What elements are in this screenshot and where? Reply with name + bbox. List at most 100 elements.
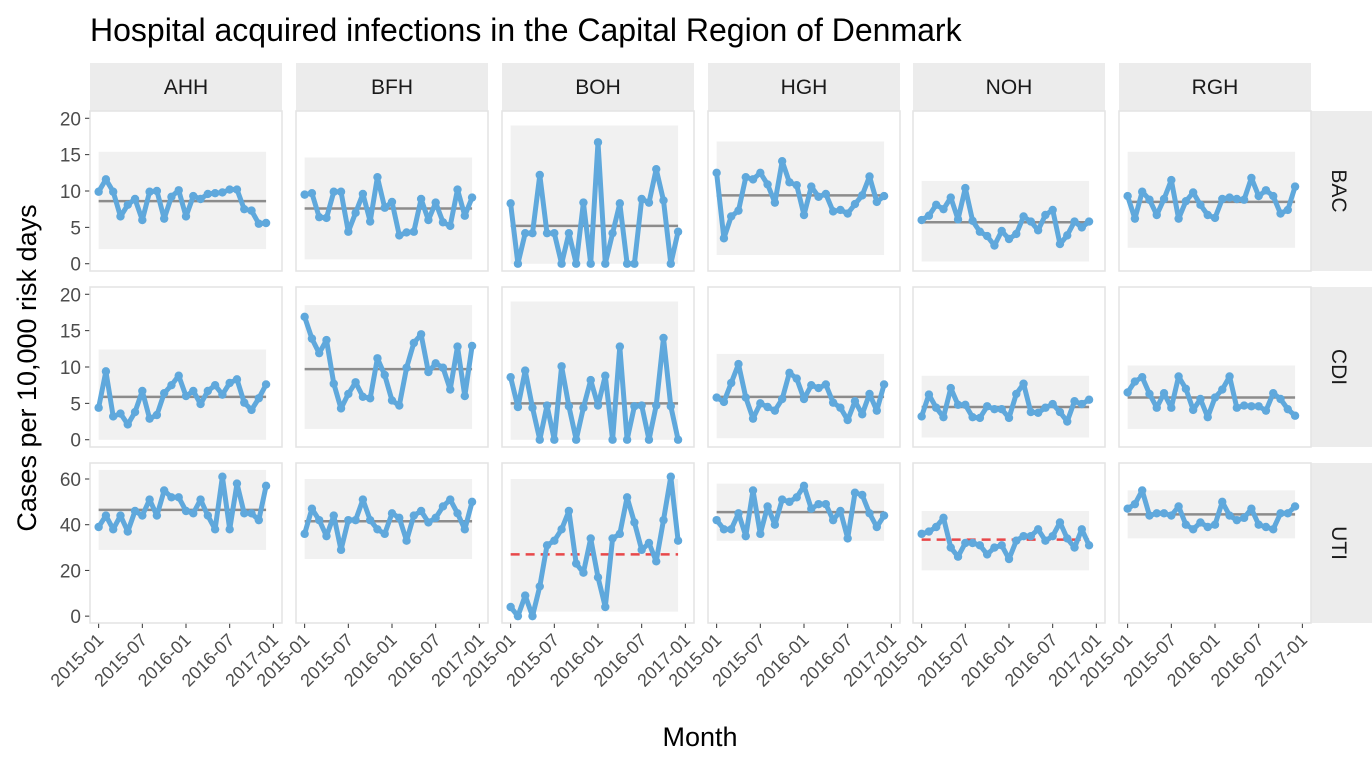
point-cdi-rgh-2016-11 <box>1283 404 1293 414</box>
point-bac-noh-2015-10 <box>982 231 992 241</box>
point-cdi-hgh-2016-09 <box>858 410 867 419</box>
y-tick-label-bac-20: 20 <box>60 109 81 130</box>
point-cdi-noh-2016-03 <box>1019 379 1028 388</box>
point-cdi-bfh-2015-02 <box>307 334 317 343</box>
point-bac-bfh-2016-01 <box>387 197 397 207</box>
point-cdi-noh-2015-11 <box>990 404 999 414</box>
point-cdi-hgh-2016-02 <box>807 380 816 390</box>
point-uti-boh-2016-01 <box>593 573 603 582</box>
point-bac-bfh-2015-04 <box>322 213 331 223</box>
point-cdi-boh-2015-02 <box>513 402 523 412</box>
point-bac-bfh-2016-03 <box>402 228 411 237</box>
point-uti-rgh-2015-03 <box>1138 486 1147 495</box>
point-uti-ahh-2016-09 <box>240 509 249 518</box>
point-bac-bfh-2015-11 <box>373 172 382 182</box>
point-bac-bfh-2016-10 <box>453 185 462 194</box>
point-uti-rgh-2015-09 <box>1181 520 1191 529</box>
y-tick-label-bac-0: 0 <box>70 255 81 276</box>
point-bac-hgh-2015-12 <box>792 180 801 190</box>
point-uti-bfh-2015-06 <box>336 545 346 555</box>
point-cdi-noh-2015-05 <box>946 383 955 393</box>
point-bac-boh-2016-08 <box>644 198 654 207</box>
point-uti-hgh-2016-08 <box>850 488 860 497</box>
point-uti-boh-2015-12 <box>586 534 595 543</box>
point-cdi-rgh-2015-02 <box>1130 377 1140 386</box>
point-uti-noh-2015-09 <box>975 541 985 550</box>
point-bac-boh-2016-02 <box>601 259 610 268</box>
point-uti-rgh-2016-02 <box>1218 497 1227 507</box>
point-uti-hgh-2016-07 <box>843 534 852 543</box>
point-uti-ahh-2015-07 <box>138 511 147 520</box>
point-cdi-bfh-2016-11 <box>460 391 469 401</box>
point-uti-ahh-2015-09 <box>152 511 162 520</box>
point-cdi-hgh-2016-08 <box>850 396 860 406</box>
point-uti-rgh-2016-06 <box>1247 504 1256 513</box>
point-cdi-noh-2016-05 <box>1033 408 1043 418</box>
point-bac-hgh-2015-09 <box>770 198 780 207</box>
point-cdi-hgh-2016-04 <box>821 380 831 389</box>
point-cdi-ahh-2015-09 <box>152 410 162 420</box>
point-uti-rgh-2016-11 <box>1283 509 1293 518</box>
point-uti-ahh-2015-12 <box>174 493 183 502</box>
y-tick-label-bac-10: 10 <box>60 182 81 203</box>
point-cdi-hgh-2016-01 <box>799 394 809 404</box>
point-cdi-noh-2016-01 <box>1004 413 1014 423</box>
point-uti-hgh-2015-05 <box>741 531 750 541</box>
row-strip-bac <box>1308 111 1372 271</box>
point-bac-hgh-2015-07 <box>756 168 765 178</box>
panel-uti-bfh <box>295 462 489 624</box>
point-bac-ahh-2015-12 <box>174 186 183 195</box>
point-bac-hgh-2016-01 <box>799 210 809 220</box>
series-line-bac-boh <box>508 139 681 267</box>
point-bac-rgh-2016-08 <box>1261 186 1271 195</box>
point-uti-ahh-2015-01 <box>94 522 103 532</box>
point-uti-ahh-2016-02 <box>189 509 198 518</box>
point-bac-ahh-2016-09 <box>240 204 249 214</box>
point-cdi-noh-2016-02 <box>1012 389 1021 399</box>
point-uti-boh-2016-07 <box>637 545 646 555</box>
y-tick-label-uti-40: 40 <box>60 516 81 537</box>
point-bac-hgh-2015-06 <box>748 175 758 184</box>
point-bac-bfh-2015-03 <box>315 212 324 222</box>
point-uti-noh-2015-12 <box>997 541 1006 550</box>
point-cdi-noh-2015-08 <box>968 412 977 422</box>
point-uti-boh-2015-01 <box>506 602 515 612</box>
point-cdi-boh-2016-01 <box>593 401 603 410</box>
point-cdi-rgh-2015-01 <box>1123 388 1132 397</box>
point-uti-boh-2015-02 <box>513 611 523 621</box>
point-bac-rgh-2016-02 <box>1218 194 1227 204</box>
point-uti-hgh-2016-09 <box>858 490 867 500</box>
point-cdi-bfh-2016-01 <box>387 396 397 405</box>
row-strip-cdi <box>1308 287 1372 447</box>
point-cdi-boh-2015-10 <box>571 435 581 444</box>
point-cdi-ahh-2015-03 <box>109 412 118 421</box>
point-uti-bfh-2015-09 <box>358 495 368 504</box>
point-uti-ahh-2016-08 <box>232 479 242 488</box>
panel-uti-hgh <box>707 462 901 624</box>
point-uti-boh-2015-04 <box>528 611 537 621</box>
point-uti-bfh-2016-04 <box>409 511 419 520</box>
point-uti-ahh-2015-08 <box>145 495 154 504</box>
point-cdi-ahh-2016-01 <box>181 391 191 401</box>
point-cdi-boh-2015-05 <box>535 435 544 444</box>
point-bac-noh-2015-05 <box>946 193 955 202</box>
panel-bac-ahh <box>89 110 283 272</box>
point-cdi-boh-2016-11 <box>666 402 675 411</box>
point-cdi-boh-2016-02 <box>601 371 610 380</box>
point-bac-boh-2016-10 <box>659 196 668 205</box>
point-bac-bfh-2016-05 <box>416 194 426 204</box>
point-uti-hgh-2016-02 <box>807 504 816 513</box>
point-cdi-ahh-2015-01 <box>94 403 103 412</box>
y-axis-title: Cases per 10,000 risk days <box>12 204 42 531</box>
point-bac-noh-2016-02 <box>1012 229 1021 239</box>
point-uti-noh-2015-04 <box>939 513 948 523</box>
point-cdi-ahh-2015-10 <box>159 388 169 398</box>
point-uti-noh-2016-02 <box>1012 536 1021 545</box>
point-cdi-rgh-2015-10 <box>1188 405 1198 415</box>
point-uti-rgh-2015-01 <box>1123 504 1132 513</box>
x-axis-title: Month <box>662 722 737 752</box>
point-uti-boh-2016-05 <box>622 493 632 502</box>
point-uti-bfh-2015-08 <box>351 515 360 525</box>
point-bac-ahh-2015-02 <box>101 175 111 184</box>
point-bac-rgh-2015-01 <box>1123 191 1132 201</box>
